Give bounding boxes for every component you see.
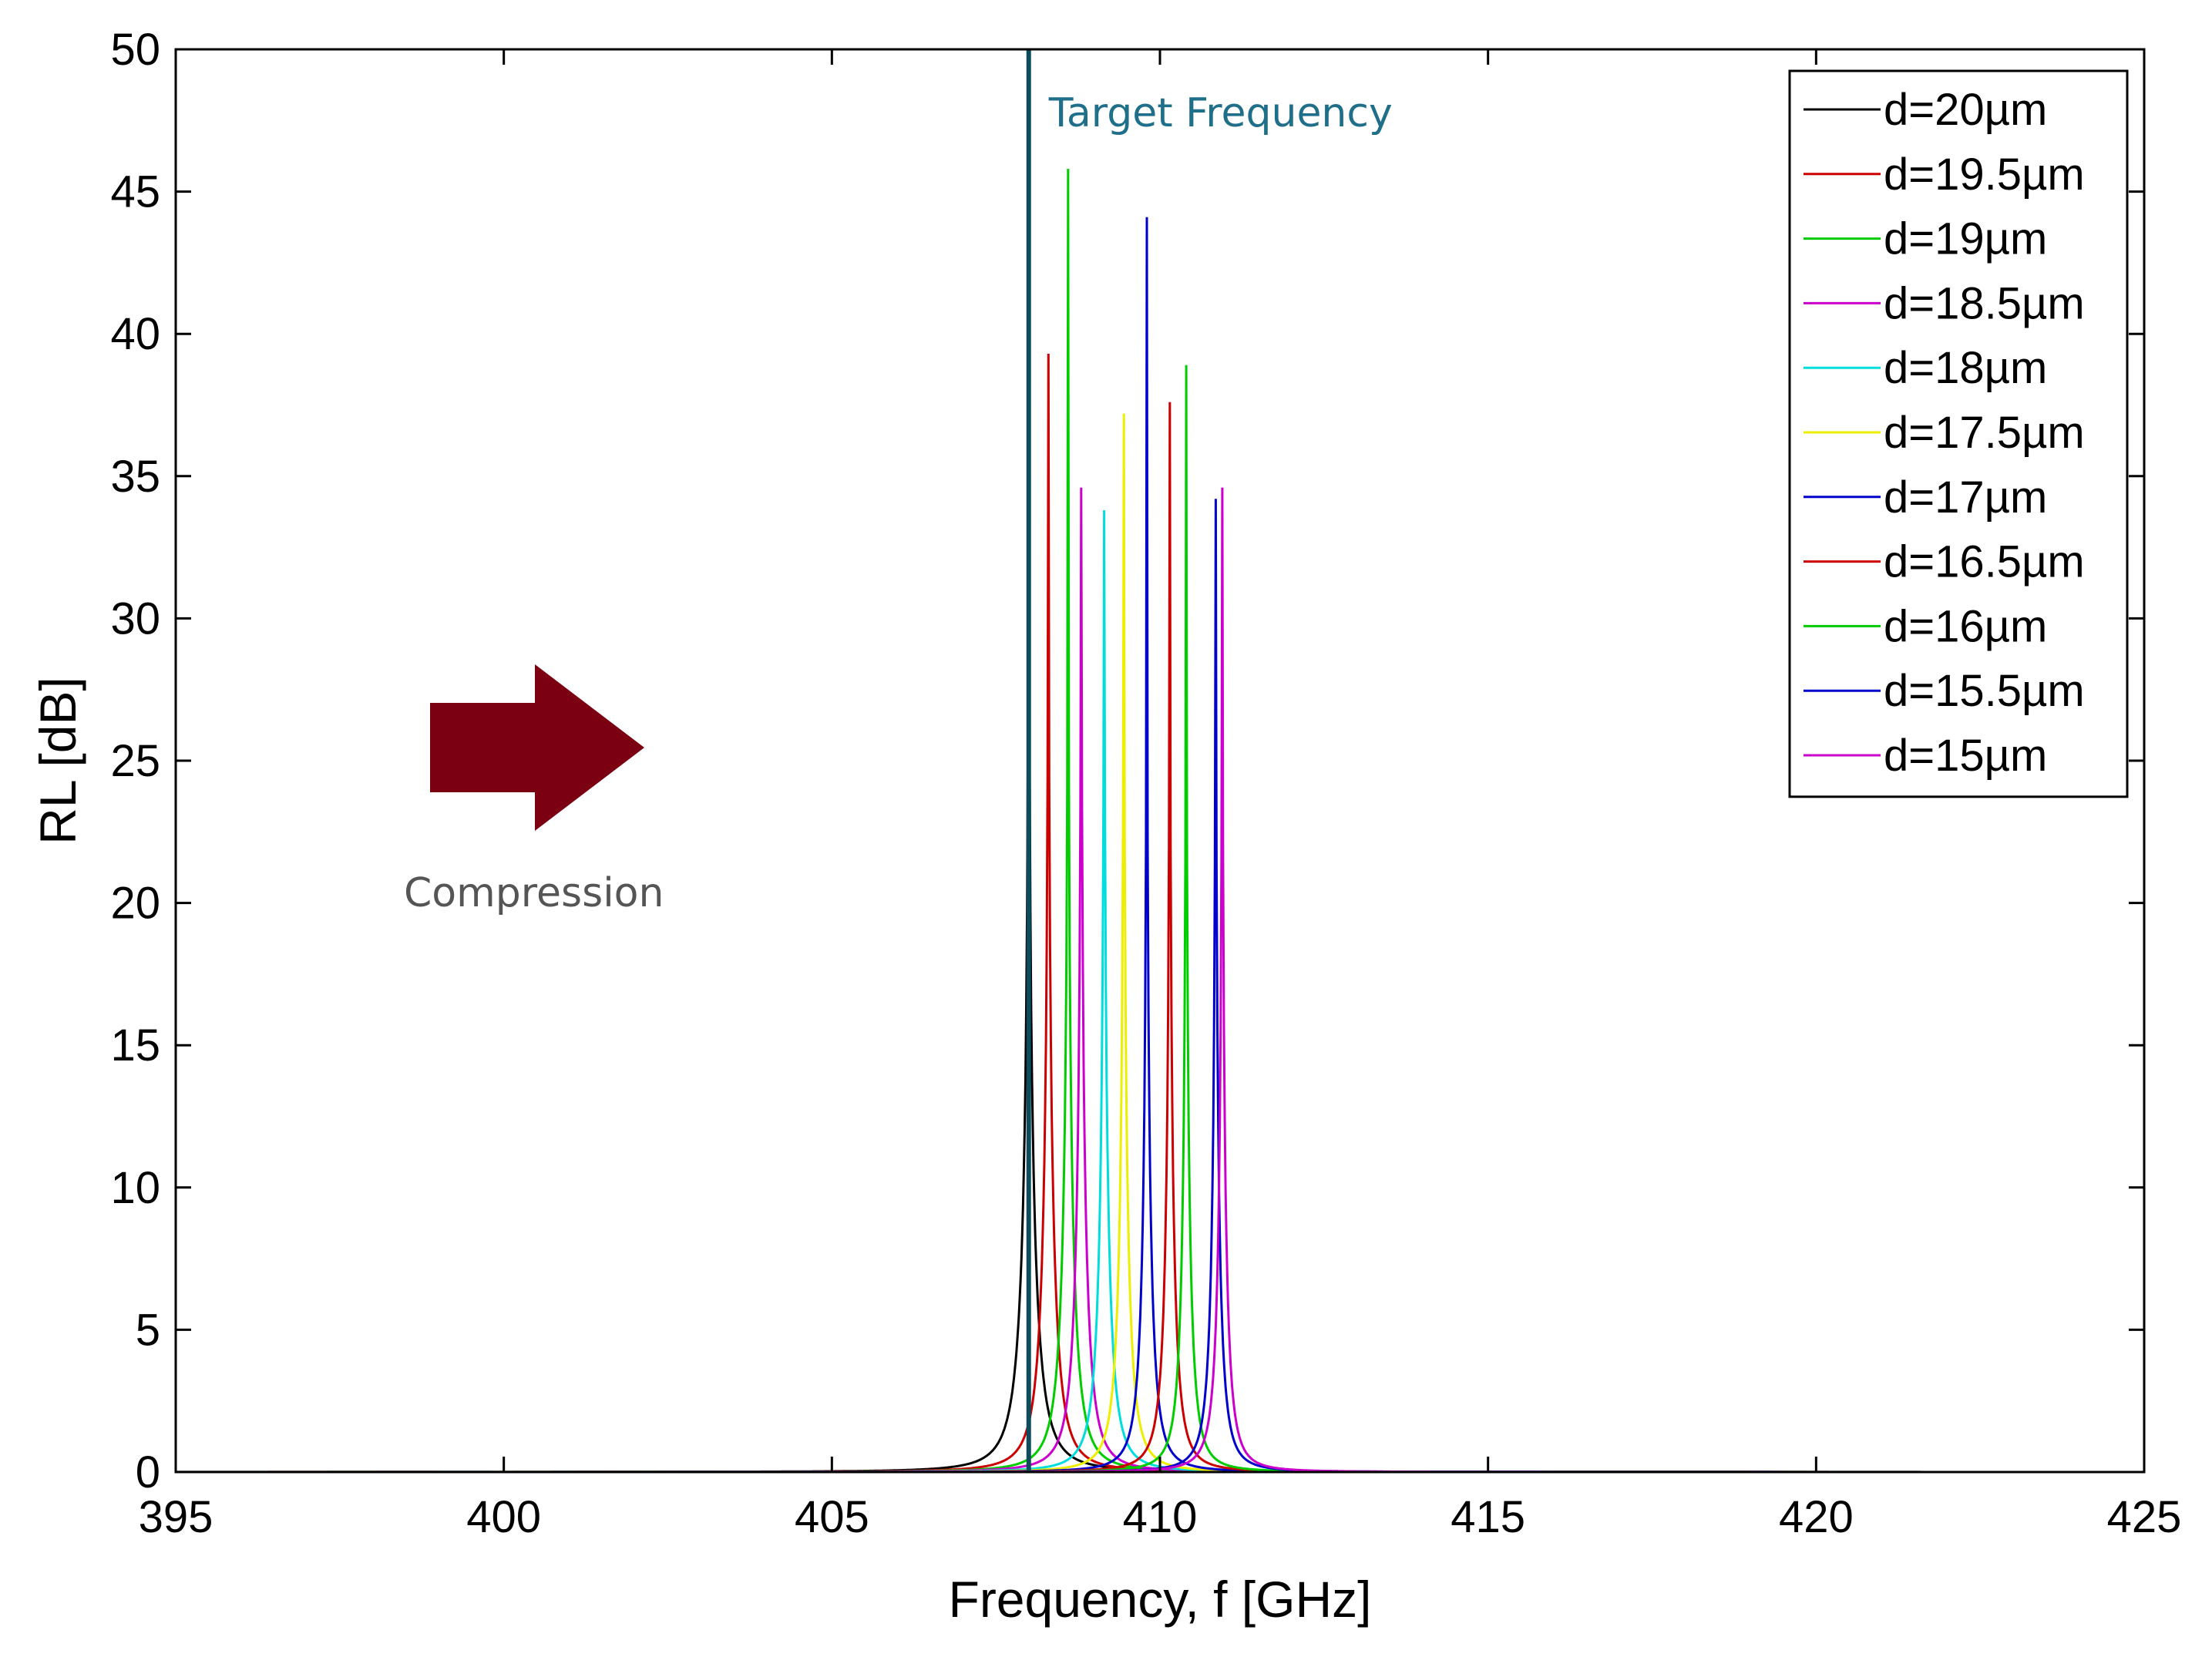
y-tick-label-6: 30 [110, 593, 160, 644]
legend-box [1788, 69, 2129, 798]
legend-entry-1: d=19.5µm [1884, 150, 2085, 200]
x-tick-label-3: 410 [1123, 1492, 1198, 1542]
x-tick-label-5: 420 [1779, 1492, 1854, 1542]
y-tick-label-0: 0 [136, 1447, 160, 1497]
legend-entry-3: d=18.5µm [1884, 278, 2085, 328]
target-layer: Target Frequency [1026, 49, 1393, 1472]
y-tick-label-5: 25 [110, 736, 160, 786]
legend-entry-0: d=20µm [1884, 85, 2047, 135]
legend-entry-2: d=19µm [1884, 214, 2047, 264]
axis-ticks: 395 400 405 410 415 420 425 0 5 10 15 20 25 30 35 40 45 5… [110, 25, 2181, 1542]
legend-entry-10: d=15µm [1884, 731, 2047, 781]
target-frequency-label: Target Frequency [1048, 90, 1393, 136]
x-tick-label-1: 400 [466, 1492, 541, 1542]
y-tick-label-2: 10 [110, 1163, 160, 1213]
legend-entry-7: d=16.5µm [1884, 537, 2085, 587]
x-axis-label: Frequency, f [GHz] [949, 1571, 1372, 1628]
y-tick-label-3: 15 [110, 1020, 160, 1070]
legend-entry-9: d=15.5µm [1884, 666, 2085, 716]
compression-arrow-icon [430, 664, 644, 831]
legend-entry-6: d=17µm [1884, 472, 2047, 523]
legend-entry-8: d=16µm [1884, 601, 2047, 651]
y-tick-label-1: 5 [136, 1305, 160, 1355]
legend: d=20µm d=19.5µm d=19µm d=18.5µm d=18µm d=17.5… [1788, 69, 2129, 798]
y-tick-label-9: 45 [110, 167, 160, 217]
y-tick-label-7: 35 [110, 452, 160, 502]
x-tick-label-6: 425 [2107, 1492, 2182, 1542]
y-axis-label: RL [dB] [29, 677, 86, 845]
x-tick-label-2: 405 [795, 1492, 869, 1542]
compression-label: Compression [404, 870, 664, 916]
compression-annotation: Compression [404, 664, 664, 916]
y-tick-label-10: 50 [110, 25, 160, 75]
x-tick-label-4: 415 [1451, 1492, 1525, 1542]
y-tick-label-8: 40 [110, 309, 160, 359]
legend-entry-4: d=18µm [1884, 343, 2047, 393]
legend-entry-5: d=17.5µm [1884, 408, 2085, 458]
x-tick-label-0: 395 [139, 1492, 213, 1542]
y-tick-label-4: 20 [110, 879, 160, 929]
